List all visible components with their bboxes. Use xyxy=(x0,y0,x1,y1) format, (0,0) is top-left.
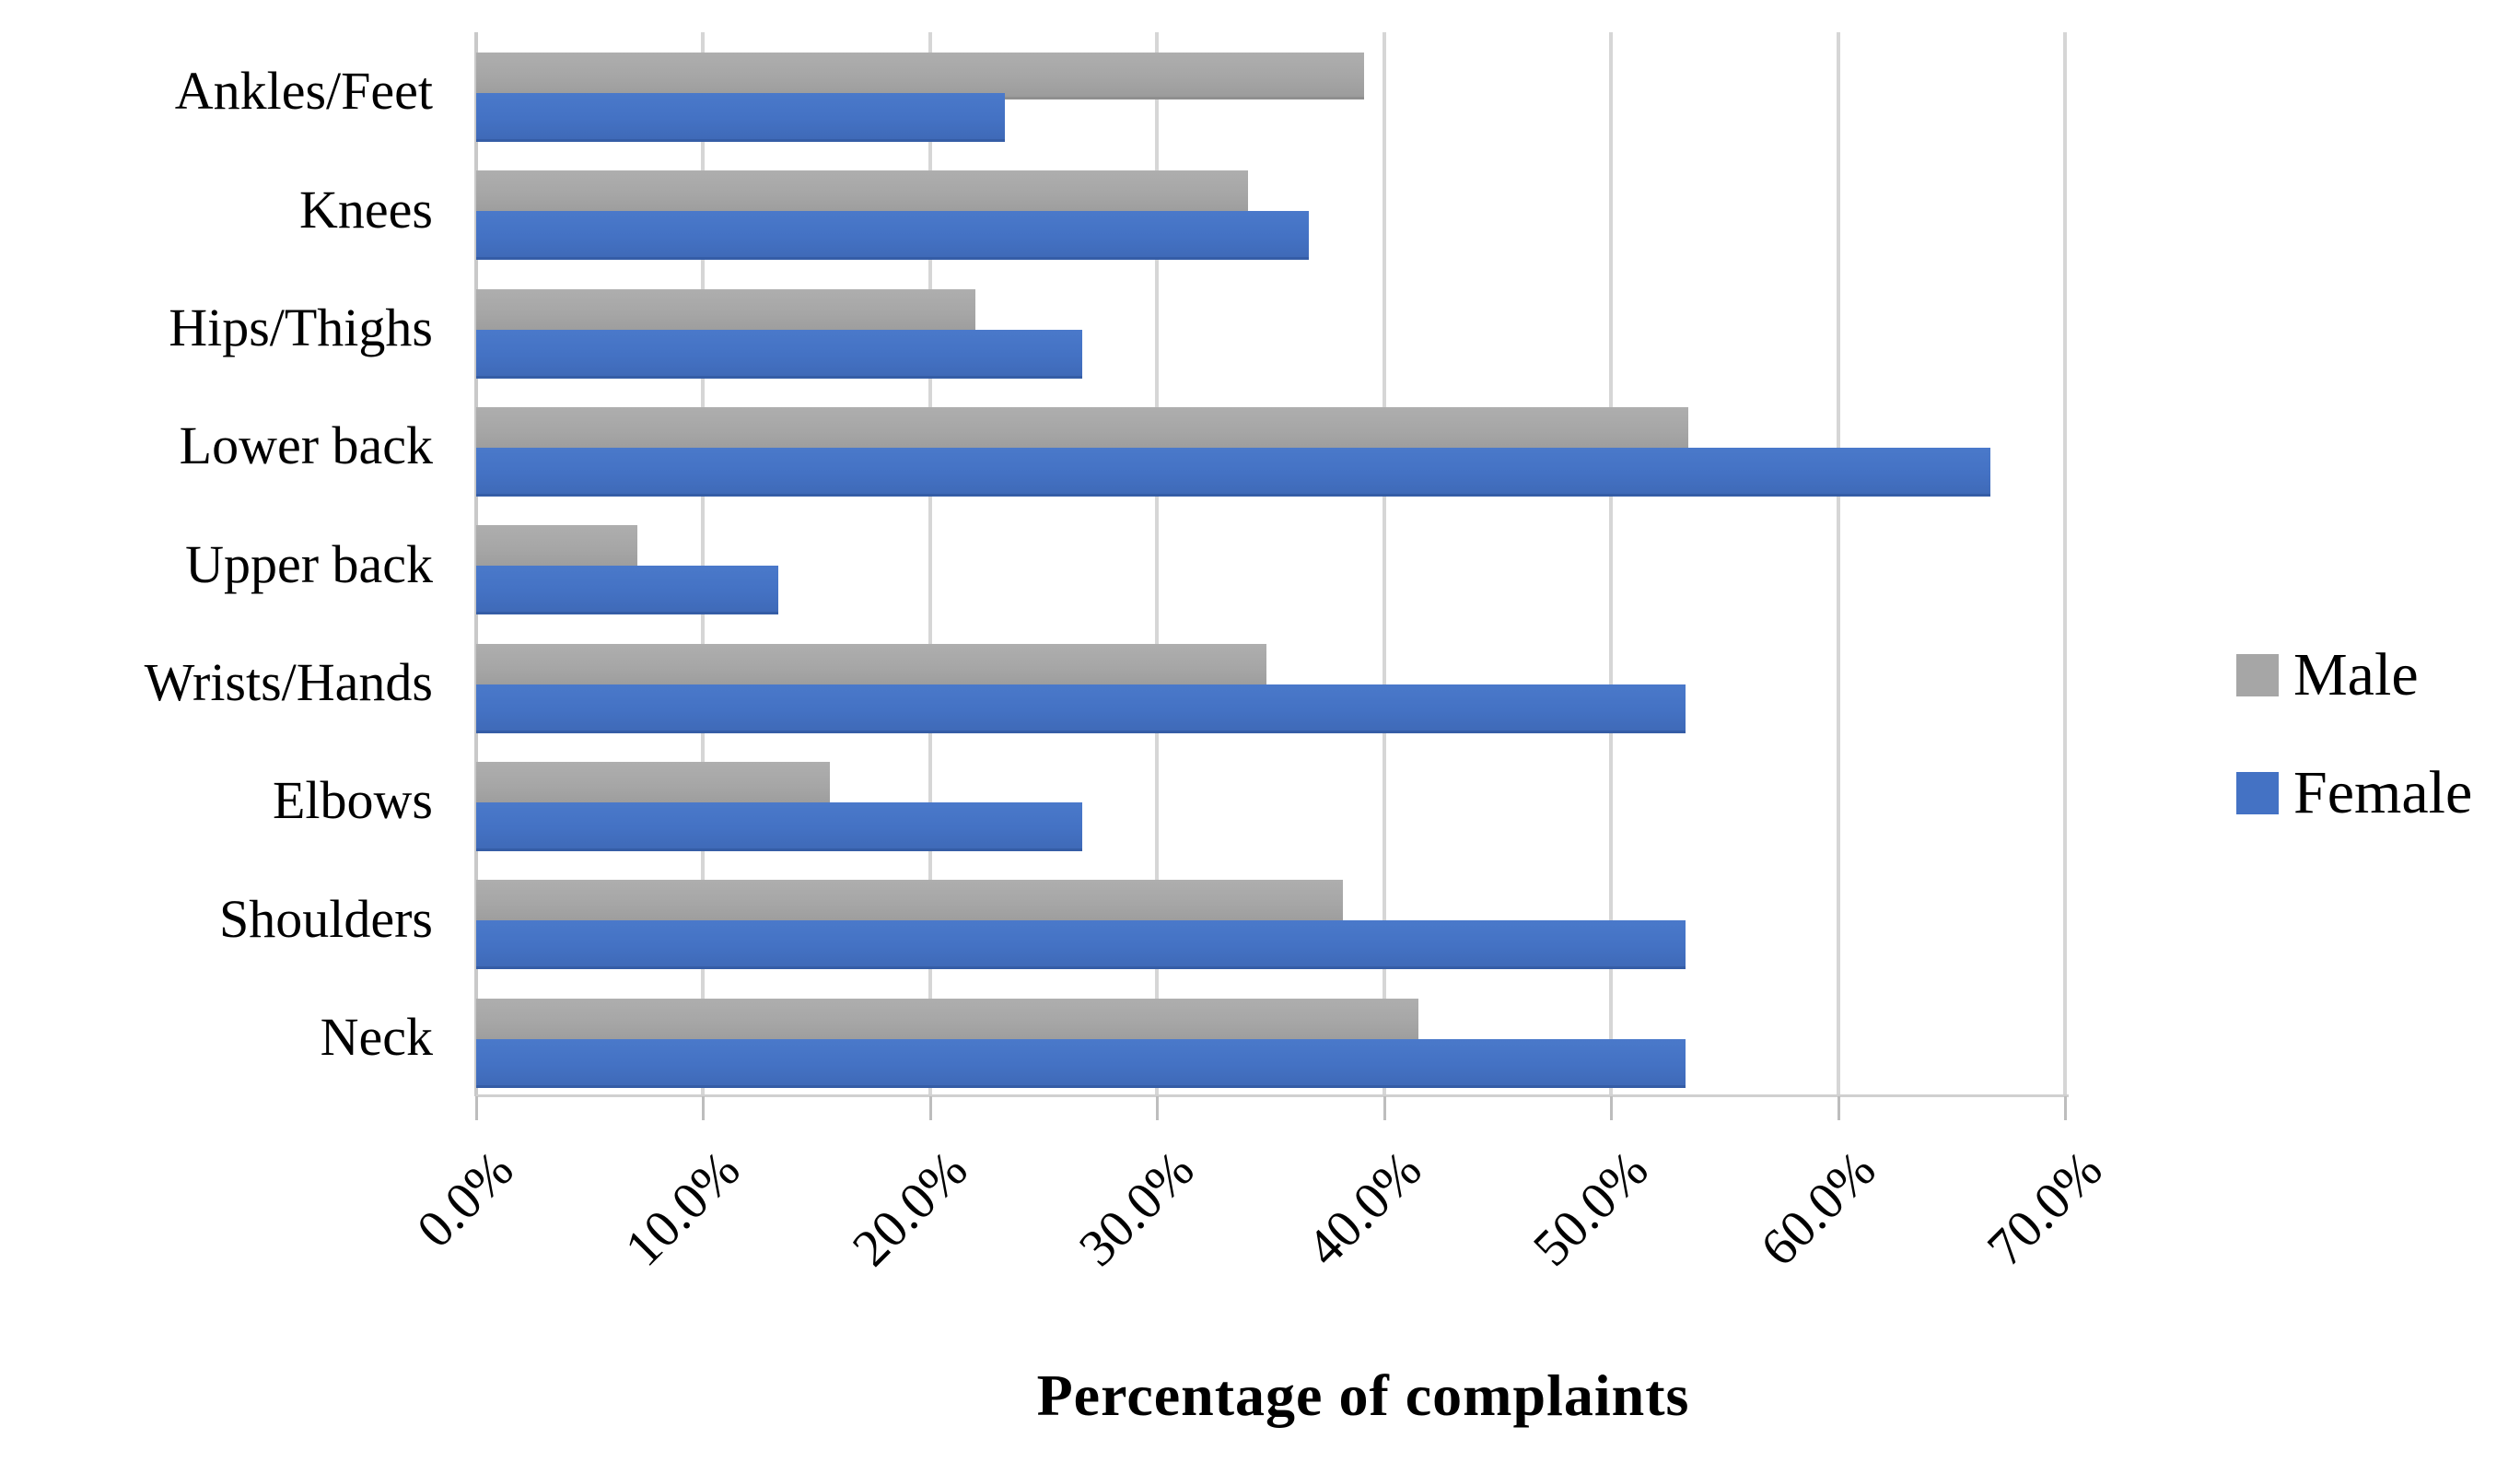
x-axis-title: Percentage of complaints xyxy=(1036,1363,1690,1428)
plot-area xyxy=(474,32,2067,1096)
category-label: Hips/Thighs xyxy=(169,297,433,357)
male-legend-label: Male xyxy=(2293,641,2419,708)
x-tick-label: 20.0% xyxy=(841,1140,979,1278)
x-tick-label: 60.0% xyxy=(1749,1140,1886,1278)
bar-female-upper-back xyxy=(476,566,778,615)
gridline-40.0% xyxy=(1382,32,1386,1096)
x-tick-label: 30.0% xyxy=(1068,1140,1206,1278)
bar-female-lower-back xyxy=(476,448,1990,497)
female-legend-swatch xyxy=(2236,772,2279,814)
bar-male-lower-back xyxy=(476,407,1688,454)
bar-female-shoulders xyxy=(476,920,1686,970)
x-tick-label: 10.0% xyxy=(614,1140,752,1278)
x-axis-line xyxy=(476,1094,2069,1097)
gridline-30.0% xyxy=(1155,32,1160,1096)
axis-tick-40.0% xyxy=(1382,1096,1386,1120)
gridline-50.0% xyxy=(1609,32,1614,1096)
category-label: Elbows xyxy=(273,770,433,831)
category-label: Ankles/Feet xyxy=(174,61,433,122)
bar-female-knees xyxy=(476,211,1310,261)
bar-female-neck xyxy=(476,1038,1686,1088)
axis-tick-10.0% xyxy=(702,1096,706,1120)
category-label: Knees xyxy=(299,179,433,240)
legend-item-female: Female xyxy=(2236,761,2472,825)
gridline-70.0% xyxy=(2063,32,2067,1096)
bar-male-hips-thighs xyxy=(476,288,976,336)
bar-female-wrists-hands xyxy=(476,684,1686,733)
x-tick-label: 70.0% xyxy=(1976,1140,2114,1278)
male-legend-swatch xyxy=(2236,654,2279,696)
bar-female-ankles-feet xyxy=(476,93,1006,142)
gridline-10.0% xyxy=(701,32,706,1096)
axis-tick-0.0% xyxy=(475,1096,478,1120)
gridline-20.0% xyxy=(928,32,932,1096)
gridline-60.0% xyxy=(1836,32,1840,1096)
bar-female-elbows xyxy=(476,802,1082,851)
category-label: Neck xyxy=(320,1006,433,1067)
category-label: Shoulders xyxy=(219,888,433,949)
category-label: Upper back xyxy=(185,533,433,594)
axis-tick-70.0% xyxy=(2064,1096,2067,1120)
axis-tick-60.0% xyxy=(1837,1096,1840,1120)
female-legend-label: Female xyxy=(2293,759,2473,826)
bar-female-hips-thighs xyxy=(476,329,1082,379)
x-tick-label: 40.0% xyxy=(1295,1140,1433,1278)
legend-item-male: Male xyxy=(2236,643,2419,708)
category-label: Lower back xyxy=(179,415,433,476)
category-label: Wrists/Hands xyxy=(144,651,433,712)
axis-tick-30.0% xyxy=(1156,1096,1160,1120)
x-tick-label: 0.0% xyxy=(405,1140,525,1259)
axis-tick-50.0% xyxy=(1610,1096,1614,1120)
axis-tick-20.0% xyxy=(928,1096,932,1120)
x-tick-label: 50.0% xyxy=(1522,1140,1660,1278)
